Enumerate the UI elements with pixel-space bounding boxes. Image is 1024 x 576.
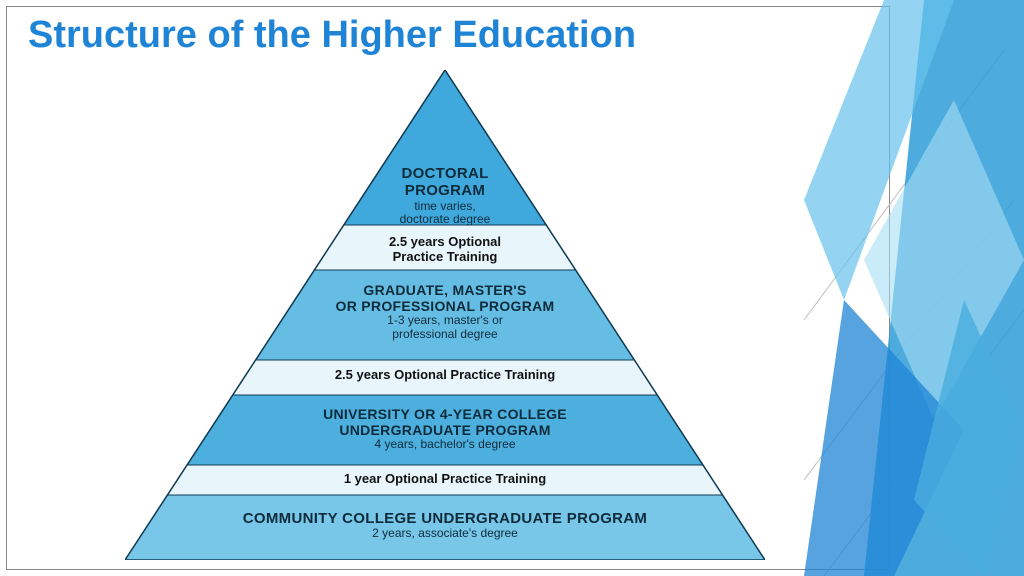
pyramid-layer-text: 1 year Optional Practice Training — [125, 472, 765, 487]
pyramid-layer-text: 2.5 years Optional Practice Training — [125, 368, 765, 383]
pyramid-layer-text: COMMUNITY COLLEGE UNDERGRADUATE PROGRAM2… — [125, 510, 765, 541]
pyramid-diagram: DOCTORALPROGRAMtime varies,doctorate deg… — [125, 70, 765, 560]
pyramid-layer-text: UNIVERSITY OR 4-YEAR COLLEGEUNDERGRADUAT… — [125, 406, 765, 452]
deco-shard — [914, 300, 1024, 576]
pyramid-layer-text: DOCTORALPROGRAMtime varies,doctorate deg… — [125, 165, 765, 227]
pyramid-layer-text: GRADUATE, MASTER'SOR PROFESSIONAL PROGRA… — [125, 282, 765, 342]
pyramid-layer-text: 2.5 years OptionalPractice Training — [125, 235, 765, 265]
slide-title: Structure of the Higher Education — [28, 14, 636, 57]
